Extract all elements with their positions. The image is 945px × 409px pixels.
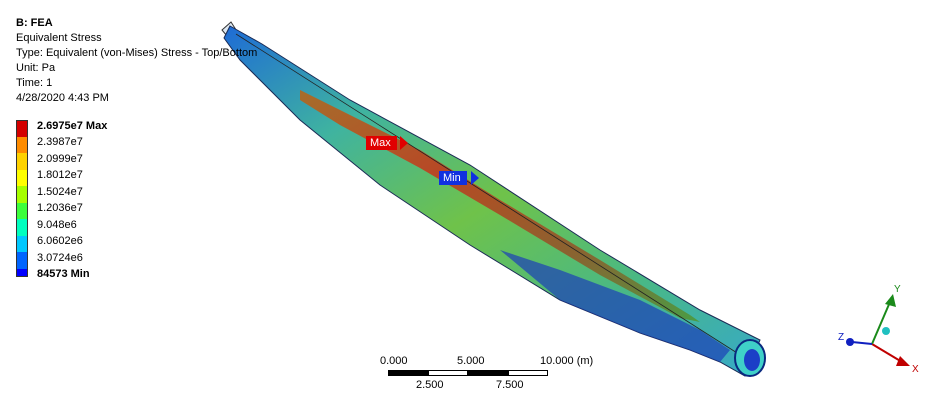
result-type: Type: Equivalent (von-Mises) Stress - To… <box>16 47 258 59</box>
scale-segment <box>428 370 468 376</box>
z-axis-line <box>851 341 873 345</box>
result-date: 4/28/2020 4:43 PM <box>16 92 109 104</box>
legend-label: 9.048e6 <box>37 218 77 231</box>
legend-label: 1.8012e7 <box>37 169 83 181</box>
legend-label: 3.0724e6 <box>37 251 83 264</box>
blade-spar-line <box>235 33 746 359</box>
legend-label: 6.0602e6 <box>37 235 83 247</box>
result-name: Equivalent Stress <box>16 32 102 44</box>
y-axis-label: Y <box>894 284 901 295</box>
scale-tick-10: 10.000 (m) <box>540 355 594 367</box>
z-axis-ball <box>846 338 854 346</box>
legend-swatch <box>16 136 28 153</box>
result-info: B: FEA Equivalent Stress Type: Equivalen… <box>16 16 257 106</box>
legend-label: 2.3987e7 <box>37 136 83 148</box>
max-probe-pointer <box>400 136 408 150</box>
max-probe[interactable]: Max <box>366 136 397 150</box>
legend-swatch <box>16 202 28 219</box>
legend-label: 2.0999e7 <box>37 152 83 165</box>
legend-min-label: 84573 Min <box>37 268 90 280</box>
analysis-title: B: FEA <box>16 17 53 29</box>
scale-ruler: 0.000 5.000 10.000 (m) 2.500 7.500 <box>380 355 600 395</box>
legend-swatch <box>16 186 28 203</box>
result-unit: Unit: Pa <box>16 62 56 74</box>
triad-graphic <box>846 294 910 366</box>
x-axis-line <box>871 343 903 363</box>
legend-swatch <box>16 120 28 137</box>
axis-triad[interactable]: X Y Z <box>830 280 930 385</box>
legend-swatch <box>16 235 28 252</box>
legend-swatch <box>16 219 28 236</box>
legend-max-label: 2.6975e7 Max <box>37 120 108 132</box>
legend-swatch <box>16 153 28 170</box>
x-axis-arrow <box>896 356 910 366</box>
blade-spar-stress <box>300 90 700 322</box>
legend-swatch <box>16 169 28 186</box>
blade-root-hole <box>744 349 760 371</box>
legend-swatch <box>16 252 28 269</box>
max-probe-label: Max <box>370 137 391 149</box>
blade-lower-surface <box>500 250 730 362</box>
scale-tick-2-5: 2.500 <box>416 379 444 391</box>
scale-tick-5: 5.000 <box>457 355 485 367</box>
scale-segment <box>468 370 508 376</box>
legend-label: 1.2036e7 <box>37 202 83 214</box>
legend-swatch <box>16 268 28 277</box>
scale-segment <box>508 370 548 376</box>
legend-label: 1.5024e7 <box>37 185 83 198</box>
z-axis-label: Z <box>838 332 845 343</box>
min-probe[interactable]: Min <box>439 171 467 185</box>
y-axis-line <box>871 301 891 345</box>
min-probe-label: Min <box>443 172 461 184</box>
result-time: Time: 1 <box>16 77 53 89</box>
min-probe-pointer <box>471 171 479 185</box>
triad-center-sphere <box>882 327 890 335</box>
scale-tick-0: 0.000 <box>380 355 408 367</box>
scale-segment <box>388 370 428 376</box>
y-axis-arrow <box>885 294 896 307</box>
legend-frame <box>16 120 28 277</box>
x-axis-label: X <box>912 364 919 375</box>
scale-tick-7-5: 7.500 <box>496 379 524 391</box>
